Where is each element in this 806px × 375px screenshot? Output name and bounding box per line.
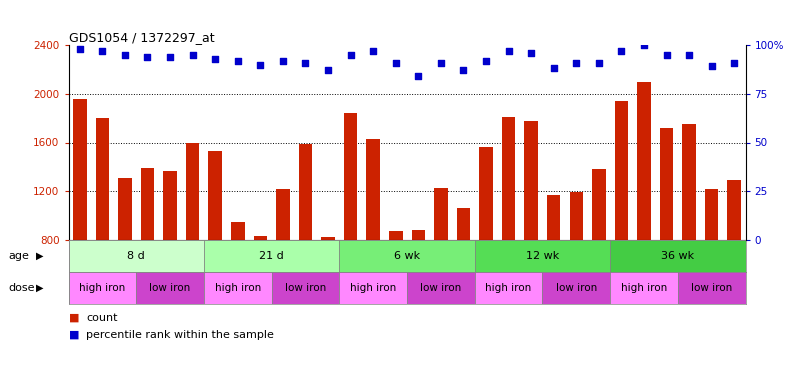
Point — [547, 65, 560, 71]
Text: GDS1054 / 1372297_at: GDS1054 / 1372297_at — [69, 31, 214, 44]
Point — [457, 68, 470, 74]
Bar — [186, 142, 199, 240]
Bar — [678, 272, 746, 304]
Bar — [570, 192, 583, 240]
Point — [231, 58, 244, 64]
Bar — [322, 237, 334, 240]
Bar — [276, 189, 289, 240]
Text: high iron: high iron — [485, 283, 532, 293]
Point — [299, 60, 312, 66]
Bar — [592, 170, 605, 240]
Bar — [728, 180, 741, 240]
Point — [570, 60, 583, 66]
Text: 36 wk: 36 wk — [661, 251, 695, 261]
Point — [164, 54, 177, 60]
Bar — [339, 272, 407, 304]
Bar — [683, 124, 696, 240]
Text: ▶: ▶ — [36, 251, 44, 261]
Point — [96, 48, 109, 54]
Bar — [480, 147, 492, 240]
Point — [502, 48, 515, 54]
Bar — [254, 236, 267, 240]
Bar — [204, 272, 272, 304]
Text: high iron: high iron — [214, 283, 261, 293]
Point — [434, 60, 447, 66]
Text: dose: dose — [8, 283, 35, 293]
Bar — [638, 82, 650, 240]
Point — [615, 48, 628, 54]
Point — [480, 58, 492, 64]
Point — [728, 60, 741, 66]
Point — [186, 52, 199, 58]
Bar — [475, 240, 610, 272]
Point — [141, 54, 154, 60]
Bar — [610, 240, 746, 272]
Point — [683, 52, 696, 58]
Text: low iron: low iron — [285, 283, 326, 293]
Text: high iron: high iron — [350, 283, 397, 293]
Bar — [475, 272, 542, 304]
Bar — [542, 272, 610, 304]
Text: low iron: low iron — [420, 283, 462, 293]
Bar — [118, 178, 131, 240]
Bar — [502, 117, 515, 240]
Bar — [615, 101, 628, 240]
Point — [592, 60, 605, 66]
Bar — [231, 222, 244, 240]
Point — [322, 68, 334, 74]
Point — [638, 42, 650, 48]
Text: high iron: high iron — [621, 283, 667, 293]
Bar — [705, 189, 718, 240]
Bar — [412, 230, 425, 240]
Bar — [407, 272, 475, 304]
Point — [209, 56, 222, 62]
Bar — [209, 151, 222, 240]
Point — [525, 50, 538, 56]
Text: percentile rank within the sample: percentile rank within the sample — [86, 330, 274, 340]
Text: ■: ■ — [69, 330, 79, 340]
Text: age: age — [8, 251, 29, 261]
Bar — [69, 240, 204, 272]
Bar — [525, 121, 538, 240]
Point — [412, 73, 425, 79]
Bar — [344, 113, 357, 240]
Point — [389, 60, 402, 66]
Bar — [164, 171, 177, 240]
Text: 8 d: 8 d — [127, 251, 145, 261]
Bar — [434, 188, 447, 240]
Text: ■: ■ — [69, 313, 79, 323]
Bar — [204, 240, 339, 272]
Bar — [69, 272, 136, 304]
Text: low iron: low iron — [555, 283, 597, 293]
Text: high iron: high iron — [79, 283, 126, 293]
Bar — [299, 144, 312, 240]
Text: low iron: low iron — [149, 283, 191, 293]
Bar — [610, 272, 678, 304]
Bar — [141, 168, 154, 240]
Point — [276, 58, 289, 64]
Point — [660, 52, 673, 58]
Point — [73, 46, 86, 52]
Bar — [73, 99, 86, 240]
Bar — [457, 209, 470, 240]
Bar — [96, 118, 109, 240]
Bar — [547, 195, 560, 240]
Point — [705, 63, 718, 69]
Point — [254, 62, 267, 68]
Point — [367, 48, 380, 54]
Text: ▶: ▶ — [36, 283, 44, 293]
Text: 21 d: 21 d — [260, 251, 284, 261]
Bar — [660, 128, 673, 240]
Bar — [389, 231, 402, 240]
Bar — [272, 272, 339, 304]
Bar — [339, 240, 475, 272]
Text: count: count — [86, 313, 118, 323]
Point — [118, 52, 131, 58]
Text: low iron: low iron — [691, 283, 733, 293]
Text: 6 wk: 6 wk — [394, 251, 420, 261]
Bar — [136, 272, 204, 304]
Bar — [367, 139, 380, 240]
Text: 12 wk: 12 wk — [526, 251, 559, 261]
Point — [344, 52, 357, 58]
